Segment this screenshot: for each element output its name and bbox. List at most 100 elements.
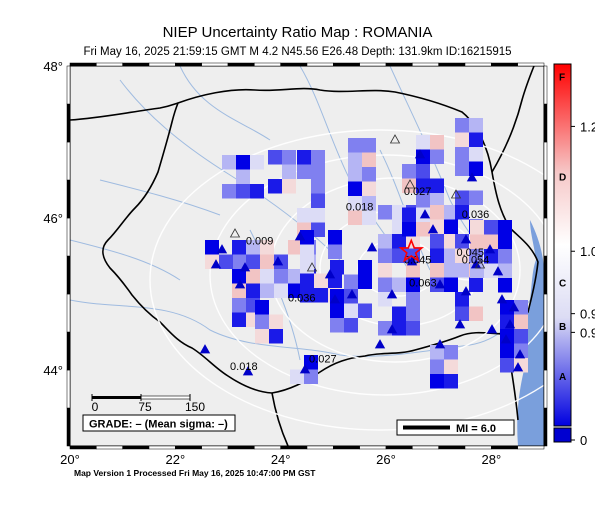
contour-label: 0.018 [346,201,374,213]
uncertainty-cell [300,259,314,274]
uncertainty-cell [236,184,250,199]
uncertainty-cell [444,263,458,278]
uncertainty-cell [430,234,444,249]
colorbar-value-label: 1.0 [580,244,595,259]
mi-label: MI = 6.0 [456,423,496,435]
uncertainty-cell [392,234,406,249]
station-triangle-icon [299,364,311,374]
contour-label: 0.018 [230,361,258,373]
uncertainty-cell [274,283,288,298]
uncertainty-cell [297,208,311,223]
station-triangle-icon [419,209,431,219]
scale-tick-0: 0 [92,400,99,414]
station-triangle-icon [454,319,466,329]
uncertainty-cell [282,179,296,194]
mi-legend: MI = 6.0 [396,419,515,436]
uncertainty-cell [232,298,246,313]
uncertainty-cell [402,222,416,237]
station-triangle-icon [434,339,446,349]
uncertainty-cell [288,240,302,255]
uncertainty-cell [392,248,406,263]
station-triangle-icon [508,302,520,312]
contour-label: 0.036 [462,209,490,221]
station-triangle-icon [386,324,398,334]
uncertainty-cell [455,205,469,220]
x-axis-label: 28° [481,452,501,467]
uncertainty-cell [416,164,430,179]
uncertainty-cell [469,118,483,133]
station-triangle-icon [512,362,524,372]
station-triangle-icon [514,349,526,359]
uncertainty-cell [469,277,483,292]
contour-label: 0.045 [457,247,485,259]
uncertainty-cell [378,234,392,249]
uncertainty-cell [348,210,362,225]
y-axis-label: 48° [43,59,63,74]
uncertainty-cell [358,260,372,275]
uncertainty-cell [358,303,372,318]
uncertainty-cell [430,193,444,208]
map-footer: Map Version 1 Processed Fri May 16, 2025… [74,468,316,478]
contour-label: 0.036 [288,293,316,305]
map-area [70,66,544,446]
uncertainty-cell [455,292,469,307]
uncertainty-cell [344,318,358,333]
map-title: NIEP Uncertainty Ratio Map : ROMANIA [162,24,433,41]
uncertainty-cell [470,234,484,249]
station-triangle-icon [239,262,251,272]
uncertainty-cell [444,205,458,220]
uncertainty-cell [362,152,376,167]
uncertainty-cell [297,164,311,179]
colorbar-value-label: 0 [580,433,587,448]
station-triangle-icon [404,179,416,189]
station-triangle-icon [294,231,306,241]
uncertainty-cell [311,179,325,194]
uncertainty-cell [469,147,483,162]
station-triangle-icon [306,262,318,272]
frame-ticks [66,62,548,450]
uncertainty-cell [269,314,283,329]
uncertainty-cell [232,269,246,284]
station-triangle-icon [466,172,478,182]
uncertainty-cell [344,303,358,318]
contour-label: 0.054 [462,255,490,267]
uncertainty-cell [348,196,362,211]
station-triangle-icon [474,259,486,269]
uncertainty-cell [455,161,469,176]
uncertainty-cell [484,220,498,235]
station-triangle-icon [414,149,426,159]
uncertainty-cell [430,178,444,193]
station-triangle-icon [329,294,341,304]
uncertainty-cell [222,184,236,199]
uncertainty-cell [348,181,362,196]
colorbar-base-swatch [553,427,572,443]
uncertainty-cell [416,178,430,193]
uncertainty-cell [430,135,444,150]
uncertainty-cell [392,306,406,321]
contour-label: 0.027 [309,353,337,365]
uncertainty-cell [455,263,469,278]
uncertainty-cell [430,345,444,360]
grade-text: GRADE: – (Mean sigma: –) [89,419,228,431]
uncertainty-cell [362,181,376,196]
uncertainty-cell [236,155,250,170]
scale-bar: 0 75 150 [91,394,205,414]
uncertainty-cell [282,150,296,165]
uncertainty-cell [348,152,362,167]
uncertainty-cell [430,205,444,220]
uncertainty-cell [416,193,430,208]
uncertainty-cell [300,288,314,303]
colorbar-grade-letter: F [559,72,565,83]
uncertainty-cell [328,244,342,259]
y-axis-label: 46° [43,211,63,226]
station-triangle-icon [492,266,504,276]
station-triangle-icon [386,289,398,299]
uncertainty-cell [348,167,362,182]
uncertainty-cell [250,155,264,170]
uncertainty-cell [469,248,483,263]
uncertainty-cell [406,321,420,336]
uncertainty-cell [300,273,314,288]
station-triangle-icon [346,289,358,299]
uncertainty-cell [297,150,311,165]
station-triangle-icon [427,224,439,234]
